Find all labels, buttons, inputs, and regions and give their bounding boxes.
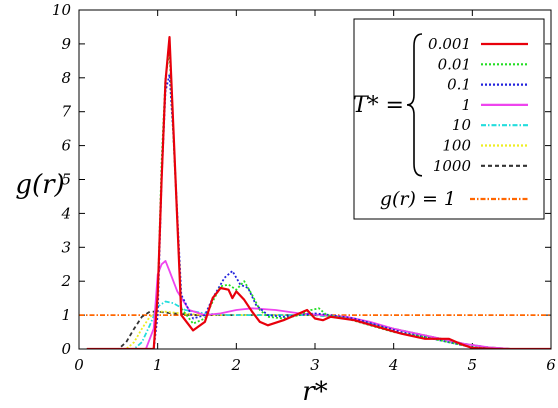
x-tick-label: 0 [74,356,84,374]
y-tick-label: 7 [61,103,71,121]
legend-label: 0.001 [428,35,471,53]
legend-label: 0.01 [438,55,471,73]
plot-frame [78,9,552,350]
axes: 0 1 2 3 4 5 6 0 1 2 3 4 5 6 7 8 9 10 r* g(r) [15,1,556,407]
x-tick-label: 1 [153,356,163,374]
y-axis-title: g(r) [15,170,64,200]
series-line-0 [86,35,551,349]
y-tick-label: 10 [52,1,72,19]
x-tick-label: 2 [231,356,242,374]
legend-reference-label: g(r) = 1 [380,188,456,210]
legend: 0.001 0.01 0.1 1 10 100 1000 T* = g(r) = 1 [353,18,545,220]
x-tick-label: 6 [546,356,556,374]
y-tick-label: 9 [61,35,71,53]
legend-label: 10 [452,116,472,134]
y-tick-label: 0 [61,340,71,358]
plot-border [78,9,552,350]
legend-label: 100 [442,137,471,155]
x-tick-label: 3 [310,356,320,374]
legend-label: 1000 [433,157,472,175]
y-tick-label: 8 [61,69,71,87]
y-tick-label: 5 [61,171,71,189]
y-tick-label: 4 [60,204,71,222]
x-tick-label: 4 [388,356,399,374]
x-axis-title: r* [302,377,327,407]
x-tick-label: 5 [468,356,478,374]
legend-brace [406,33,423,177]
y-tick-label: 6 [61,137,71,155]
y-tick-label: 3 [61,238,71,256]
legend-label: 1 [461,96,471,114]
legend-group-label: T* = [353,93,404,118]
legend-box [353,18,545,220]
legend-label: 0.1 [447,76,471,94]
y-tick-label: 2 [60,272,71,290]
series-line-2 [86,73,551,349]
y-tick-label: 1 [61,306,71,324]
series-lines [79,35,551,349]
